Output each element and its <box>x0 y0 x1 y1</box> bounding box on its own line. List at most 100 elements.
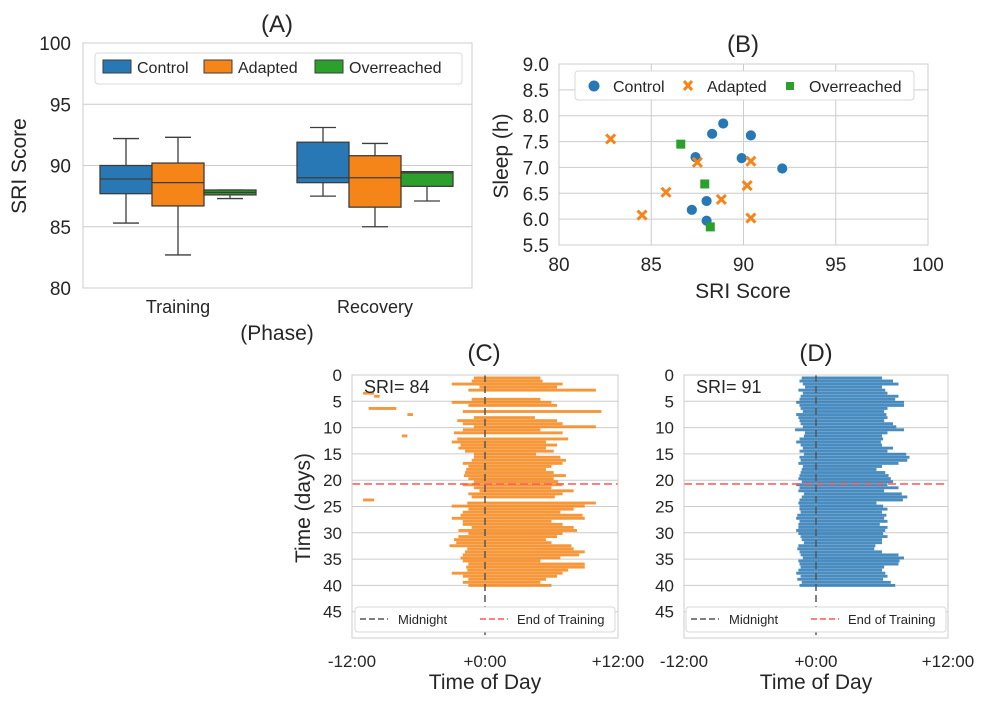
panel-c-frame <box>351 374 619 639</box>
panel-b-point-control <box>744 129 757 142</box>
panel-d-x-label: Time of Day <box>760 671 873 694</box>
panel-c-sleep-bar <box>460 513 583 517</box>
panel-d-sleep-bar <box>799 379 893 383</box>
panel-d-sleep-bar <box>803 541 882 545</box>
panel-c-sleep-bar <box>468 388 596 392</box>
panel-c-y-tick-label: 0 <box>333 366 342 385</box>
panel-c-sleep-bar <box>407 413 413 417</box>
panel-c-sleep-bar <box>468 464 552 468</box>
panel-b-x-tick-label: 90 <box>733 255 754 276</box>
panel-c-x-tick-2: +12:00 <box>592 652 644 671</box>
panel-c-sleep-bar <box>467 568 569 572</box>
panel-d-sleep-bar <box>805 385 882 389</box>
panel-b-point-control <box>776 162 789 175</box>
panel-d-sleep-bar <box>797 547 875 551</box>
panel-c-sleep-bar <box>453 538 546 542</box>
panel-b-point-control <box>735 152 748 165</box>
panel-a-legend-overreached: Overreached <box>349 60 442 77</box>
panel-d-sleep-bar <box>798 522 880 526</box>
panel-d-sleep-bar <box>802 391 888 395</box>
panel-d-y-tick-label: 0 <box>665 366 674 385</box>
panel-b-y-tick-label: 8.0 <box>523 107 549 128</box>
panel-c-sleep-bar <box>462 428 541 432</box>
panel-b-point-adapted <box>715 193 727 206</box>
panel-d-sleep-bar <box>801 580 891 584</box>
panel-a-legend-control: Control <box>137 60 189 77</box>
panel-d-sleep-bar <box>798 559 900 563</box>
panel-d-legend: Midnight End of Training <box>685 606 947 633</box>
panel-d-sleep-bar <box>800 407 888 410</box>
panel-a-y-tick-label: 90 <box>50 157 71 178</box>
panel-c-sleep-bar <box>473 416 535 420</box>
panel-c-sleep-bar <box>462 559 541 563</box>
panel-b-legend-box <box>574 70 915 101</box>
panel-d-sleep-bar <box>799 455 910 459</box>
panel-c-y-ticks: 0 5 10 15 20 25 30 35 40 45 <box>323 366 342 622</box>
panel-c-y-tick-label: 20 <box>323 471 342 490</box>
panel-d-sleep-bar <box>800 574 888 578</box>
panel-c-legend-end-of-training: End of Training <box>517 612 604 627</box>
panel-a-box-control-training <box>99 137 153 224</box>
panel-c-y-tick-label: 35 <box>323 550 342 569</box>
panel-d-sleep-bar <box>802 382 899 386</box>
panel-a-legend: Control Adapted Overreached <box>94 52 463 85</box>
panel-a-box-plot: (A) 80 85 90 95 100 Training Recovery (Phase… <box>8 11 473 345</box>
panel-c-sleep-bar <box>465 550 585 554</box>
panel-d-sleep-bar <box>805 431 888 435</box>
panel-c-sleep-bar <box>401 434 408 438</box>
panel-d-sleep-bar <box>799 583 896 587</box>
panel-a-legend-swatch-control <box>102 59 132 74</box>
panel-b-legend-adapted: Adapted <box>707 79 767 96</box>
panel-a-y-tick-label: 95 <box>50 95 71 116</box>
panel-c-legend-midnight: Midnight <box>398 612 448 627</box>
panel-d-y-tick-label: 15 <box>655 445 674 464</box>
panel-c-sleep-bar <box>456 541 552 545</box>
panel-d-y-tick-label: 10 <box>655 419 674 438</box>
panel-c-sleep-bar <box>458 535 558 539</box>
panel-a-box-adapted-training <box>151 136 205 256</box>
panel-a-legend-box <box>94 52 463 85</box>
panel-c-sleep-bar <box>363 498 375 502</box>
panel-c-sleep-bar <box>468 492 563 496</box>
panel-c-y-label: Time (days) <box>292 453 315 563</box>
panel-c-sleep-bar <box>458 446 546 450</box>
panel-b-y-tick-label: 6.5 <box>523 184 549 205</box>
panel-c-sleep-bar <box>374 394 380 398</box>
panel-c-y-tick-label: 30 <box>323 524 342 543</box>
panel-b-legend-marker-adapted <box>682 80 694 91</box>
panel-c-y-tick-label: 45 <box>323 603 342 622</box>
panel-b-ticks: 80 85 90 95 100 5.5 6.0 6.5 7.0 7.5 8.0 8.5 9.0 <box>523 55 944 276</box>
panel-d-sleep-bar <box>803 452 907 456</box>
panel-c-sleep-bar <box>451 400 552 404</box>
panel-d-sleep-bar <box>798 477 891 481</box>
panel-d-sleep-bar <box>799 449 888 453</box>
panel-c-sleep-bar <box>468 403 558 407</box>
panel-a-box-overreached-training <box>203 189 257 200</box>
panel-d-sleep-bar <box>800 422 893 426</box>
panel-d-sleep-bar <box>800 443 882 447</box>
panel-c-y-tick-label: 10 <box>323 419 342 438</box>
panel-b-legend-marker-control <box>588 80 600 92</box>
panel-d-title: (D) <box>799 340 832 367</box>
panel-c-sleep-bar <box>473 486 552 490</box>
panel-a-x-tick-training: Training <box>146 297 210 317</box>
panel-d-sleep-bar <box>802 464 882 468</box>
panel-d-legend-end-of-training: End of Training <box>848 612 935 627</box>
panel-d-sleep-bar <box>798 501 877 505</box>
panel-d-y-ticks: 0 5 10 15 20 25 30 35 40 45 <box>655 366 674 622</box>
panel-c-sleep-bar <box>457 437 569 441</box>
panel-c-sleep-bar <box>458 529 577 532</box>
panel-c-sleep-bar <box>473 455 561 459</box>
panel-d-sleep-bar <box>800 471 886 474</box>
panel-c-sleep-bar <box>468 532 563 535</box>
panel-c-sleep-bar <box>468 507 574 511</box>
panel-c-sleep-bar <box>453 431 563 435</box>
panel-b-legend-marker-overreached <box>786 82 794 90</box>
panel-d-sleep-bar <box>800 510 882 514</box>
panel-d-sleep-bar <box>799 519 888 523</box>
panel-b-point-control <box>706 127 719 140</box>
panel-d-x-tick-1: +0:00 <box>794 652 837 671</box>
panel-c-sleep-bar <box>467 547 574 551</box>
panel-a-legend-swatch-adapted <box>203 59 233 74</box>
panel-c-sleep-bar <box>460 556 561 560</box>
